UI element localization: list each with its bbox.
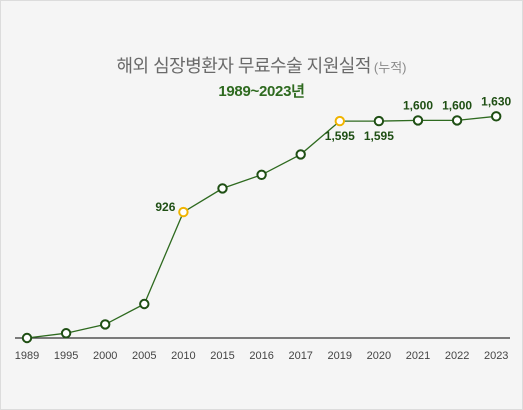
data-point-2000 xyxy=(100,319,111,330)
data-label-2022: 1,600 xyxy=(442,98,472,112)
data-label-2023: 1,630 xyxy=(481,94,511,108)
x-tick-label-1989: 1989 xyxy=(15,350,39,362)
data-point-2017 xyxy=(295,149,306,160)
data-point-2021 xyxy=(412,115,424,126)
data-point-1995 xyxy=(60,328,72,339)
chart-subtitle: 1989~2023년 xyxy=(218,83,305,100)
x-tick-label-2010: 2010 xyxy=(171,350,195,362)
data-point-2015 xyxy=(217,183,228,194)
x-tick-label-1995: 1995 xyxy=(54,350,78,362)
chart-title-suffix: (누적) xyxy=(373,60,407,75)
data-point-2020 xyxy=(373,115,385,127)
x-tick-label-2016: 2016 xyxy=(249,350,273,362)
x-tick-label-2017: 2017 xyxy=(288,350,312,362)
x-tick-label-2005: 2005 xyxy=(132,350,156,362)
data-point-2023 xyxy=(491,111,502,122)
x-tick-label-2015: 2015 xyxy=(210,350,234,362)
data-point-2005 xyxy=(139,298,150,310)
data-label-2020: 1,595 xyxy=(364,129,394,143)
data-point-2016 xyxy=(256,169,267,181)
data-point-2019 xyxy=(334,115,345,127)
data-point-1989 xyxy=(21,332,33,344)
series-line xyxy=(26,115,497,339)
data-label-2019: 1,595 xyxy=(325,129,355,143)
x-tick-label-2000: 2000 xyxy=(93,350,117,362)
data-point-2022 xyxy=(451,115,463,126)
x-tick-label-2022: 2022 xyxy=(445,350,469,362)
x-tick-label-2019: 2019 xyxy=(328,350,352,362)
data-label-2021: 1,600 xyxy=(403,98,433,112)
data-point-2010 xyxy=(178,206,189,218)
chart-title-text: 해외 심장병환자 무료수술 지원실적 xyxy=(116,56,372,76)
data-label-2010: 926 xyxy=(155,200,175,214)
x-tick-label-2023: 2023 xyxy=(484,350,508,362)
chart-title: 해외 심장병환자 무료수술 지원실적 (누적) xyxy=(0,52,523,78)
x-tick-label-2021: 2021 xyxy=(406,350,430,362)
x-tick-label-2020: 2020 xyxy=(367,350,391,362)
